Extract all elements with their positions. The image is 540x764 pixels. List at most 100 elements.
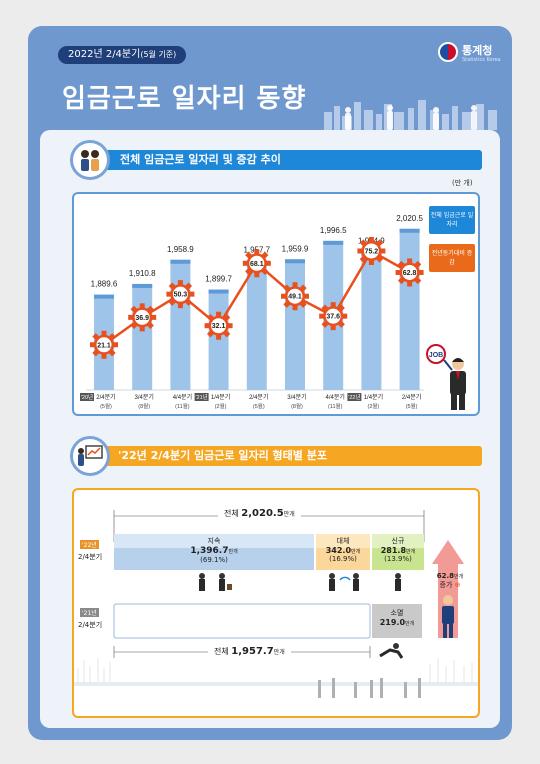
bar-total-jobs xyxy=(246,260,267,390)
x-tick-sublabel: (2월) xyxy=(215,402,227,410)
row1-year-tag: '22년 xyxy=(80,540,99,549)
x-tick-label: 3/4분기 xyxy=(135,393,154,401)
gear-point xyxy=(395,258,424,287)
section2-title-bar xyxy=(96,446,482,466)
employment-distribution: 전체 2,020.5만개 '22년 2/4분기 지속 1,396.7만개 (69… xyxy=(72,488,480,718)
gear-tooth xyxy=(177,302,183,309)
year-tag-label: '20년 xyxy=(81,393,93,401)
gear-tooth xyxy=(139,325,145,332)
year-tag-bg xyxy=(347,393,362,401)
increase-value: 62.8 xyxy=(436,572,455,580)
gear-center xyxy=(134,309,150,325)
section1-title-bar xyxy=(96,150,482,170)
replace-pct: (16.9%) xyxy=(329,555,357,563)
gear-tooth xyxy=(254,249,260,256)
distribution-graphic xyxy=(74,510,478,686)
presentation-icon xyxy=(70,436,110,476)
gear-tooth xyxy=(101,330,107,337)
gear-center xyxy=(211,318,227,334)
yoy-value-label: 36.9 xyxy=(135,315,149,322)
gone-label: 소멸 xyxy=(390,609,404,617)
new-worker-icon xyxy=(395,573,401,591)
bar-cap xyxy=(323,240,344,245)
page-title: 임금근로 일자리 동향 xyxy=(62,84,307,114)
bar-cap xyxy=(285,259,305,264)
bar-value-label: 1,958.9 xyxy=(167,245,194,254)
gear-center xyxy=(249,255,265,271)
yoy-value-label: 62.8 xyxy=(403,270,417,277)
taegeuk-icon xyxy=(438,42,458,62)
increase-block: 62.8만개 증가 ⊕ xyxy=(430,572,470,590)
year-tag-label: '22년 xyxy=(348,393,360,401)
gear-center xyxy=(402,264,418,280)
bar-cap xyxy=(170,259,191,264)
sustain-block: 지속 1,396.7만개 (69.1%) xyxy=(114,536,314,564)
bar-cap xyxy=(208,289,229,294)
lost-job-worker-icon xyxy=(379,643,404,659)
x-tick-label: 3/4분기 xyxy=(287,393,306,401)
workers-icon xyxy=(70,140,110,180)
replace-label: 대체 xyxy=(336,537,350,545)
logo-name: 통계청 xyxy=(462,44,493,57)
bar-value-label: 2,020.5 xyxy=(396,214,423,223)
x-tick-sublabel: (8월) xyxy=(138,402,150,410)
bar-value-label: 1,889.6 xyxy=(91,280,118,289)
new-unit: 만개 xyxy=(406,549,416,555)
gear-tooth xyxy=(407,258,413,265)
chart-canvas: 1,889.61,910.81,958.91,899.71,957.71,959… xyxy=(80,214,424,410)
yoy-value-label: 32.1 xyxy=(212,323,226,330)
yoy-value-label: 75.2 xyxy=(365,248,379,255)
replace-workers-icon xyxy=(329,573,359,591)
chart-unit: (만 개) xyxy=(452,179,473,187)
bar-value-label: 1,959.9 xyxy=(282,244,309,253)
gear-point xyxy=(357,236,386,265)
sustain-workers-icon xyxy=(199,573,232,591)
section1-title: 전체 임금근로 일자리 및 증감 추이 xyxy=(120,153,281,166)
job-text: JOB xyxy=(429,352,443,359)
x-tick-label: 1/4분기 xyxy=(364,393,383,401)
gear-tooth xyxy=(254,271,260,278)
increase-unit: 만개 xyxy=(454,574,464,580)
gone-unit: 만개 xyxy=(405,621,415,627)
x-tick-label: 2/4분기 xyxy=(96,393,115,401)
sustain-pct: (69.1%) xyxy=(200,556,228,564)
sustain-unit: 만개 xyxy=(228,549,238,555)
replace-block: 대체 342.0만개 (16.9%) xyxy=(316,536,370,563)
gear-tooth xyxy=(292,304,298,311)
x-tick-sublabel: (11월) xyxy=(175,402,190,410)
gone-block: 소멸 219.0만개 xyxy=(372,608,422,627)
gear-center xyxy=(325,308,341,324)
year-tag-bg xyxy=(80,393,94,401)
bar-total-jobs xyxy=(132,283,153,390)
bar-cap xyxy=(94,294,114,299)
gone-value: 219.0 xyxy=(379,618,406,627)
gear-point xyxy=(166,280,195,309)
x-tick-label: 2/4분기 xyxy=(249,393,268,401)
gear-center xyxy=(287,288,303,304)
x-tick-sublabel: (2월) xyxy=(368,402,380,410)
people-skyline-decoration xyxy=(324,100,497,130)
bar-total-jobs xyxy=(361,251,382,390)
bar-cap xyxy=(399,228,420,233)
x-tick-sublabel: (8월) xyxy=(291,402,303,410)
gear-tooth xyxy=(101,352,107,359)
increase-businessman-icon xyxy=(442,595,454,638)
gear-center xyxy=(96,337,112,353)
presentation-icon-graphic xyxy=(78,445,103,466)
x-tick-label: 2/4분기 xyxy=(402,393,421,401)
increase-label: 증가 xyxy=(439,581,453,589)
bottom-people-silhouettes xyxy=(318,678,421,698)
bar-cap xyxy=(132,283,153,288)
legend-total-jobs: 전체 임금근로 일자리 xyxy=(429,206,475,234)
gear-tooth xyxy=(216,311,222,318)
gear-point xyxy=(128,303,157,332)
yoy-value-label: 50.3 xyxy=(174,292,188,299)
gear-tooth xyxy=(330,324,336,331)
new-block: 신규 281.8만개 (13.9%) xyxy=(372,536,424,563)
gear-center xyxy=(363,243,379,259)
gear-tooth xyxy=(407,280,413,287)
new-value: 281.8 xyxy=(380,546,407,555)
row2-quarter: 2/4분기 xyxy=(78,621,103,629)
workers-icon-graphic xyxy=(81,150,99,171)
gear-point xyxy=(242,249,271,278)
